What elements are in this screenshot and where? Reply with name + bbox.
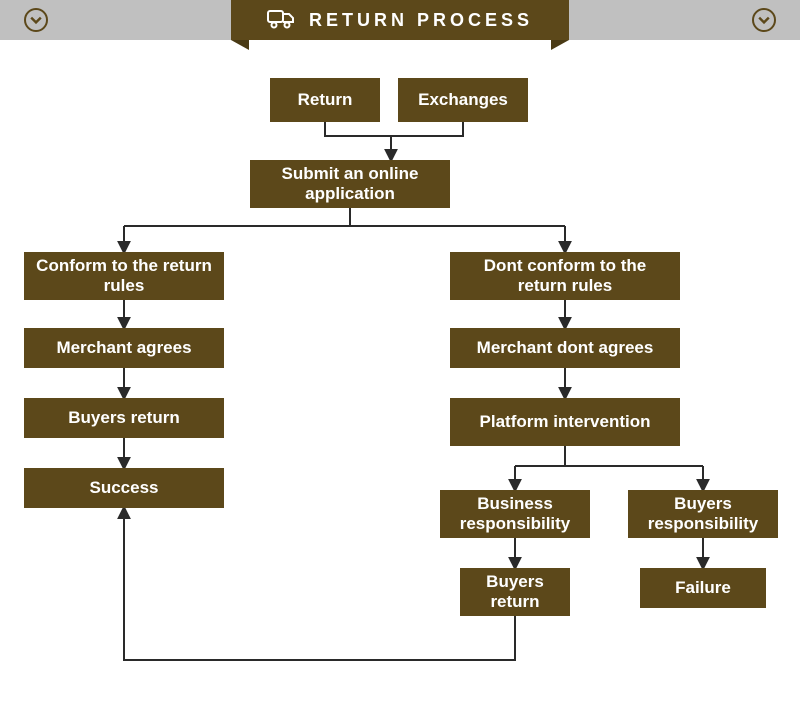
- header-title: RETURN PROCESS: [309, 10, 533, 31]
- node-platform: Platform intervention: [450, 398, 680, 446]
- node-buyers-return-right: Buyers return: [460, 568, 570, 616]
- node-not-conform: Dont conform to the return rules: [450, 252, 680, 300]
- node-business-resp: Business responsibility: [440, 490, 590, 538]
- connectors-layer: [0, 40, 800, 718]
- node-submit: Submit an online application: [250, 160, 450, 208]
- node-failure: Failure: [640, 568, 766, 608]
- node-merchant-disagrees: Merchant dont agrees: [450, 328, 680, 368]
- header-bar: RETURN PROCESS: [0, 0, 800, 40]
- truck-icon: [267, 7, 295, 34]
- node-buyers-return-left: Buyers return: [24, 398, 224, 438]
- chevron-down-badge-icon: [752, 8, 776, 32]
- header-banner: RETURN PROCESS: [231, 0, 569, 40]
- node-exchanges: Exchanges: [398, 78, 528, 122]
- flowchart-canvas: Return Exchanges Submit an online applic…: [0, 40, 800, 718]
- chevron-down-badge-icon: [24, 8, 48, 32]
- node-conform: Conform to the return rules: [24, 252, 224, 300]
- node-merchant-agrees: Merchant agrees: [24, 328, 224, 368]
- node-success: Success: [24, 468, 224, 508]
- node-return: Return: [270, 78, 380, 122]
- node-buyers-resp: Buyers responsibility: [628, 490, 778, 538]
